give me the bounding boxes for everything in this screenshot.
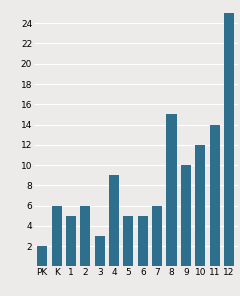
Bar <box>138 216 148 266</box>
Bar <box>152 206 162 266</box>
Bar <box>167 115 177 266</box>
Bar <box>181 165 191 266</box>
Bar <box>210 125 220 266</box>
Bar <box>52 206 62 266</box>
Bar <box>224 13 234 266</box>
Bar <box>95 236 105 266</box>
Bar <box>195 145 205 266</box>
Bar <box>37 246 47 266</box>
Bar <box>80 206 90 266</box>
Bar <box>66 216 76 266</box>
Bar <box>123 216 133 266</box>
Bar <box>109 175 119 266</box>
